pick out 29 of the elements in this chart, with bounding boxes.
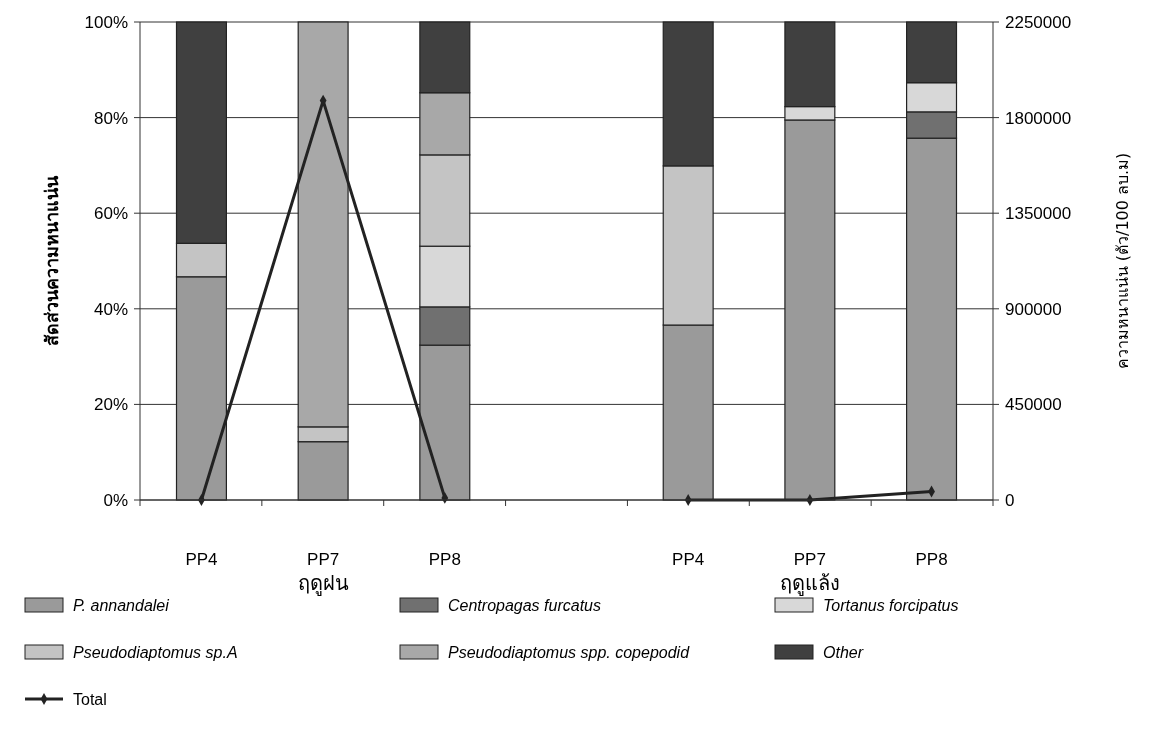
text: ฤดูฝน <box>297 571 349 596</box>
y2-axis-title: ความหนาแน่น (ตัว/100 ลบ.ม) <box>1113 152 1132 370</box>
x-tick-label: PP4 <box>672 550 705 569</box>
x-tick-label: PP7 <box>307 550 340 569</box>
legend-label: Centropagas furcatus <box>448 597 601 614</box>
legend-label: Tortanus forcipatus <box>823 597 959 614</box>
x-tick-label: PP8 <box>915 550 948 569</box>
y-tick-label: 0% <box>103 491 128 510</box>
legend-label: P. annandalei <box>73 597 170 614</box>
x-tick-label: PP8 <box>428 550 461 569</box>
y-tick-label: 20% <box>93 395 128 415</box>
legend-label: Pseudodiaptomus sp.A <box>73 644 238 661</box>
text: ฤดูแล้ง <box>779 571 840 596</box>
y-tick-label: 40% <box>93 299 128 319</box>
legend-label: Other <box>823 644 864 661</box>
x-tick-label: PP7 <box>793 550 826 569</box>
legend-label: Pseudodiaptomus spp. copepodid <box>448 644 691 661</box>
y2-tick-label: 450000 <box>1005 395 1062 415</box>
y2-tick-label: 2250000 <box>1005 13 1072 32</box>
x-tick-label: PP4 <box>185 550 218 569</box>
y2-tick-label: 0 <box>1005 491 1015 510</box>
legend-label: Total <box>73 691 107 708</box>
y-axis-title: สัดส่วนความหนาแน่น <box>41 175 62 346</box>
y2-tick-label: 1800000 <box>1005 108 1072 128</box>
y-tick-label: 60% <box>93 204 128 224</box>
y-tick-label: 80% <box>93 108 128 128</box>
y2-tick-label: 1350000 <box>1005 204 1072 224</box>
y2-tick-label: 900000 <box>1005 299 1062 319</box>
y-tick-label: 100% <box>84 13 128 32</box>
